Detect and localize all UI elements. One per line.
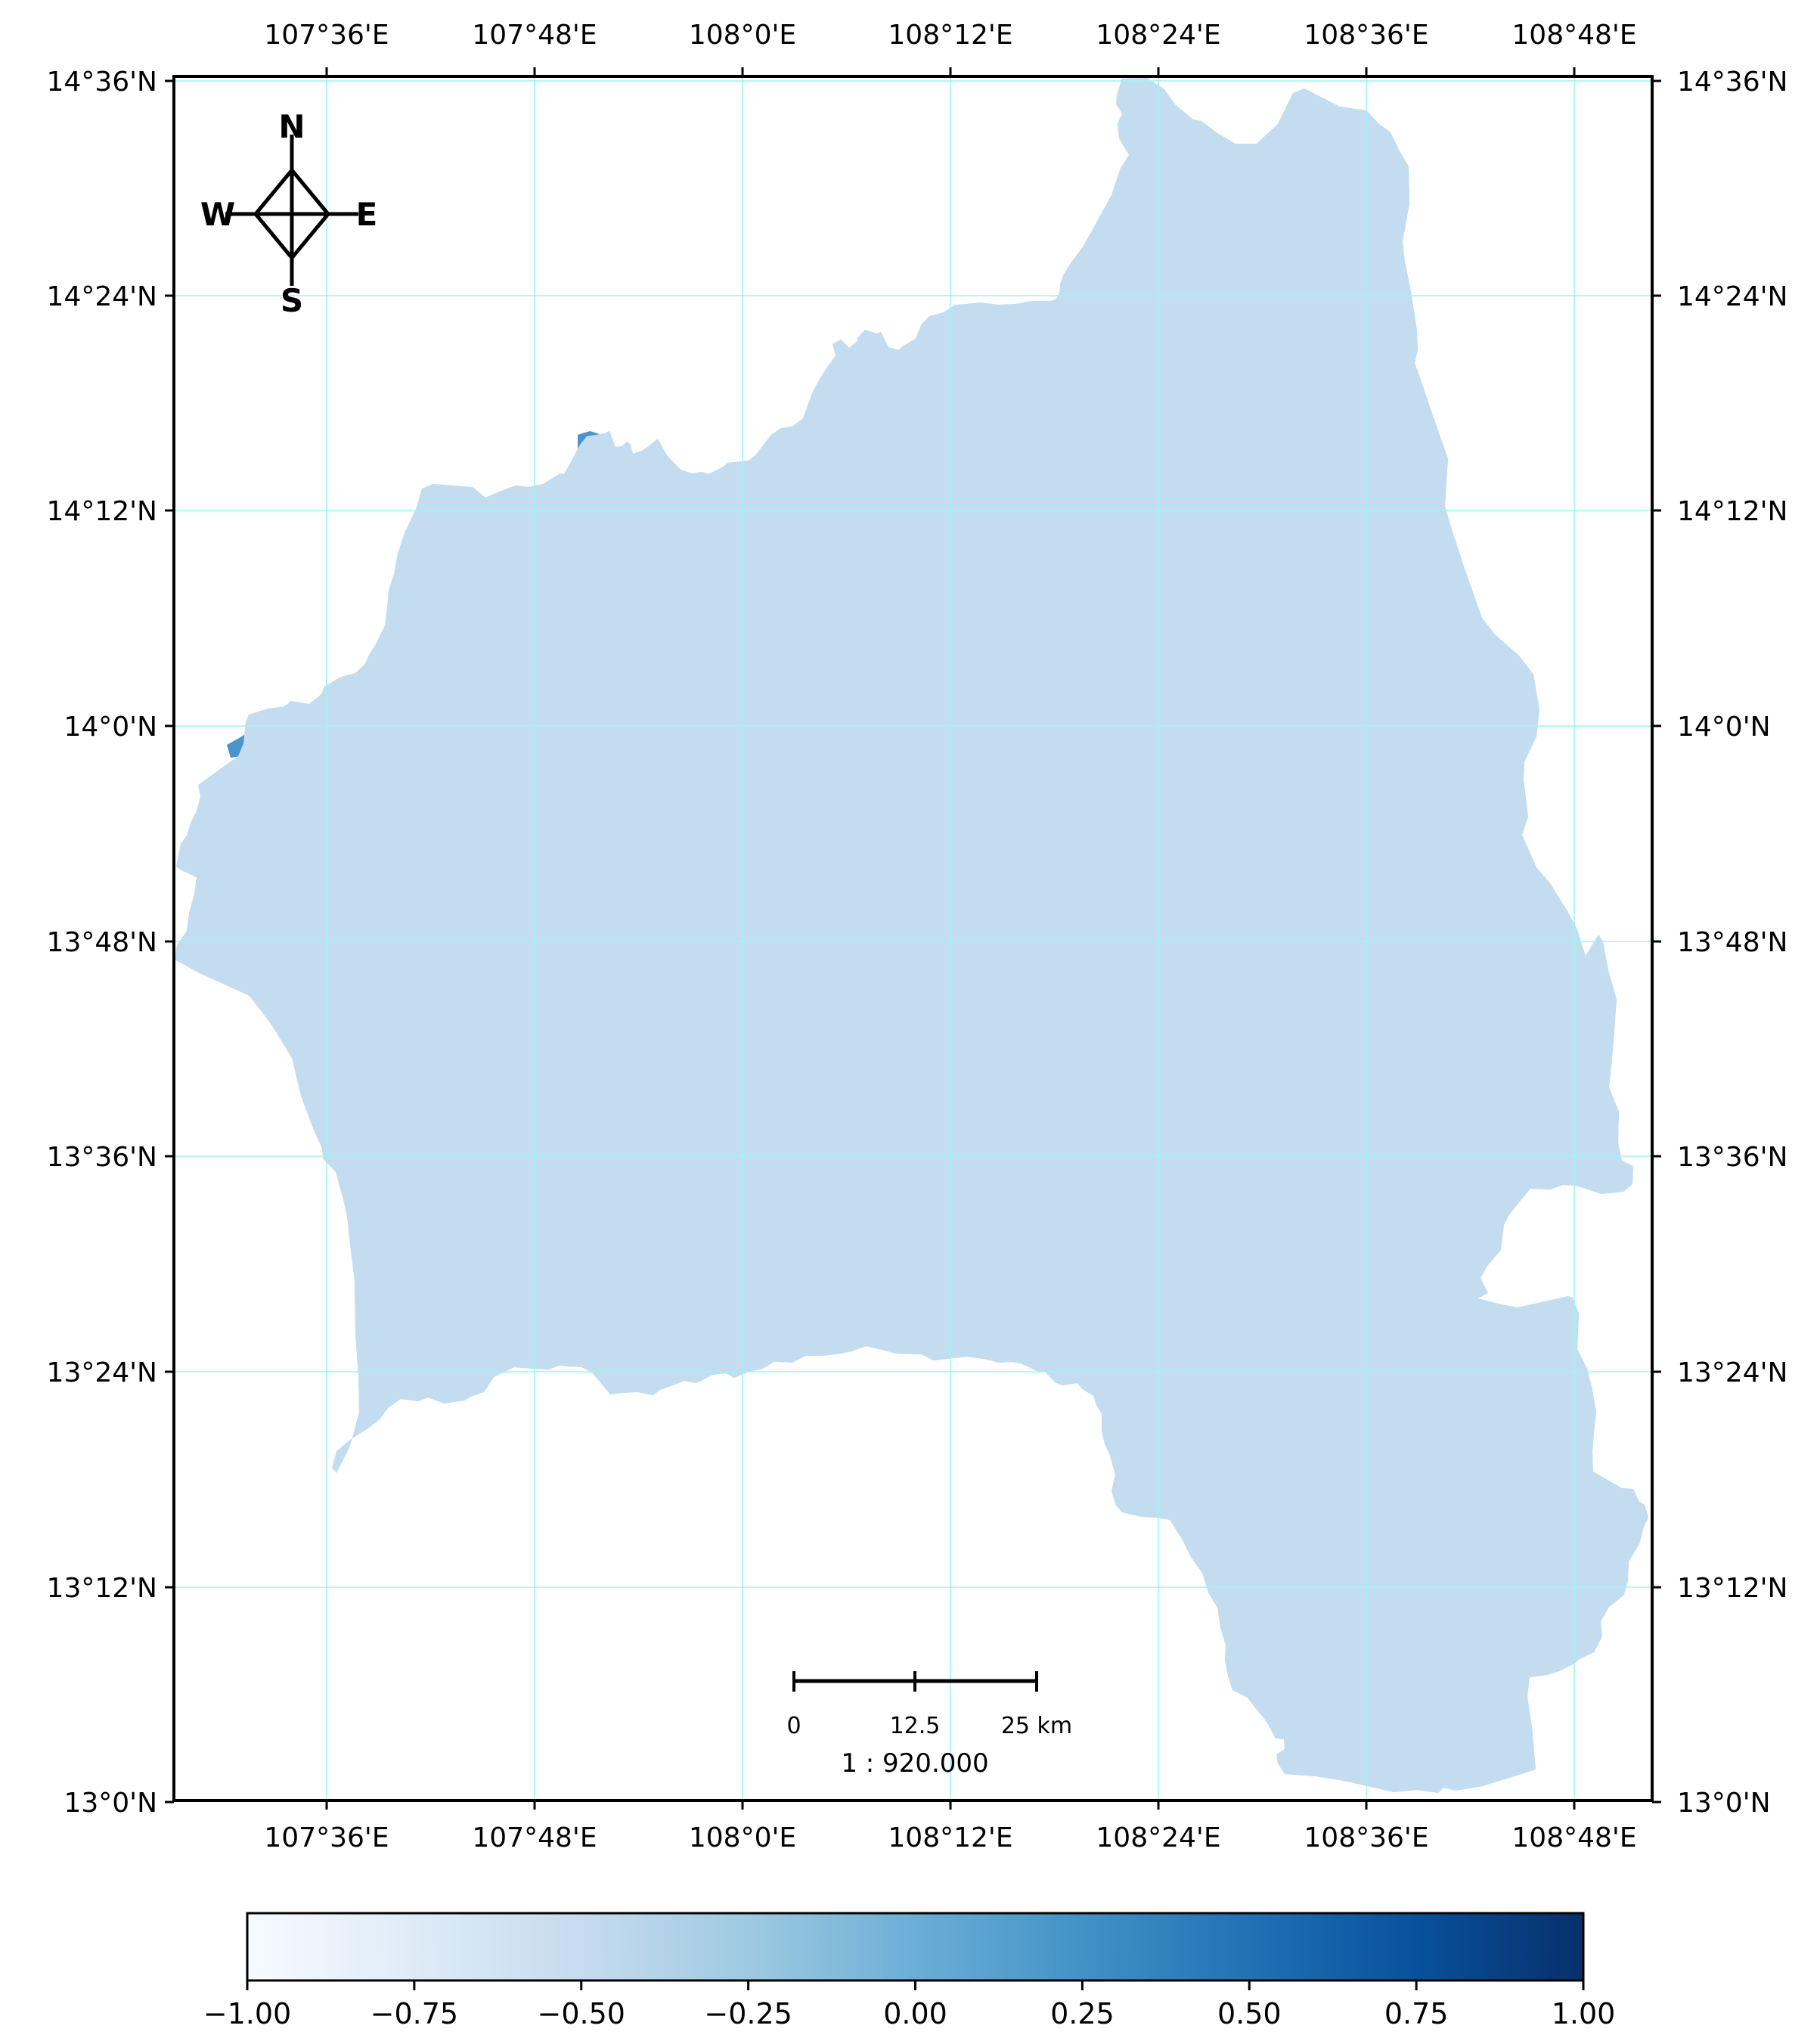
y-tick-label-right: 14°0'N <box>1677 712 1771 743</box>
x-tick-label-bottom: 107°48'E <box>472 1822 597 1853</box>
colorbar-ticks: −1.00 −0.75 −0.50 −0.25 0.00 0.25 0.50 0.75 1.00 <box>203 1980 1616 2030</box>
y-tick-label-left: 13°36'N <box>47 1142 157 1173</box>
x-tick-label-bottom: 108°12'E <box>888 1822 1012 1853</box>
y-tick-label-left: 14°0'N <box>64 712 157 743</box>
y-tick-labels-left: 14°36'N 14°24'N 14°12'N 14°0'N 13°48'N 13°36'… <box>47 67 174 1819</box>
graticule <box>174 76 1652 1801</box>
y-tick-label-left: 13°0'N <box>64 1788 157 1819</box>
y-tick-label-right: 13°0'N <box>1677 1788 1771 1819</box>
x-tick-label-top: 107°48'E <box>472 20 597 51</box>
x-tick-label-bottom: 108°24'E <box>1096 1822 1220 1853</box>
x-tick-label-top: 108°0'E <box>689 20 796 51</box>
y-tick-label-left: 14°36'N <box>47 67 157 98</box>
compass-rose: N S E W <box>200 108 378 319</box>
colorbar-tick-label: 0.75 <box>1384 1997 1449 2030</box>
y-tick-label-right: 14°36'N <box>1677 67 1787 98</box>
x-tick-label-bottom: 108°48'E <box>1511 1822 1636 1853</box>
y-tick-label-left: 14°12'N <box>47 496 157 527</box>
compass-north-label: N <box>278 108 305 145</box>
y-tick-label-right: 13°24'N <box>1677 1357 1787 1388</box>
y-tick-label-right: 13°48'N <box>1677 927 1787 958</box>
colorbar-tick-label: −0.50 <box>538 1997 625 2030</box>
y-tick-label-right: 13°12'N <box>1677 1573 1787 1604</box>
x-tick-label-top: 108°24'E <box>1096 20 1220 51</box>
y-tick-label-right: 14°12'N <box>1677 496 1787 527</box>
scale-ratio: 1 : 920.000 <box>841 1748 988 1779</box>
x-tick-label-bottom: 107°36'E <box>264 1822 389 1853</box>
compass-south-label: S <box>281 282 303 319</box>
colorbar-gradient <box>246 1912 1585 1982</box>
colorbar-tick-label: 0.50 <box>1217 1997 1282 2030</box>
x-tick-labels-bottom: 107°36'E 107°48'E 108°0'E 108°12'E 108°24'E 1… <box>264 1801 1637 1853</box>
colorbar-tick-label: 0.25 <box>1050 1997 1115 2030</box>
y-tick-label-left: 13°24'N <box>47 1357 157 1388</box>
y-tick-label-left: 14°24'N <box>47 281 157 312</box>
colorbar-tick-label: −0.75 <box>371 1997 458 2030</box>
y-tick-label-left: 13°48'N <box>47 927 157 958</box>
x-tick-label-top: 107°36'E <box>264 20 389 51</box>
scale-label-end: 25 km <box>1001 1713 1072 1739</box>
map-border <box>172 75 1654 1802</box>
y-tick-labels-right: 14°36'N 14°24'N 14°12'N 14°0'N 13°48'N 13°36'… <box>1652 67 1787 1819</box>
x-tick-label-top: 108°36'E <box>1304 20 1428 51</box>
x-tick-label-bottom: 108°36'E <box>1304 1822 1428 1853</box>
colorbar-tick-label: −0.25 <box>704 1997 792 2030</box>
scale-label-0: 0 <box>786 1713 801 1739</box>
x-tick-label-top: 108°48'E <box>1511 20 1636 51</box>
y-tick-label-left: 13°12'N <box>47 1573 157 1604</box>
compass-east-label: E <box>356 196 378 233</box>
x-tick-labels-top: 107°36'E 107°48'E 108°0'E 108°12'E 108°24'E 1… <box>264 20 1637 76</box>
x-tick-label-bottom: 108°0'E <box>689 1822 796 1853</box>
colorbar-tick-label: 0.00 <box>883 1997 947 2030</box>
scale-label-mid: 12.5 <box>890 1713 941 1739</box>
y-tick-label-right: 14°24'N <box>1677 281 1787 312</box>
colorbar: −1.00 −0.75 −0.50 −0.25 0.00 0.25 0.50 0.75 1.00 <box>203 1912 1616 2030</box>
scale-bar: 0 12.5 25 km 1 : 920.000 <box>786 1671 1072 1779</box>
compass-west-label: W <box>200 196 235 233</box>
colorbar-tick-label: 1.00 <box>1552 1997 1616 2030</box>
colorbar-tick-label: −1.00 <box>203 1997 291 2030</box>
y-tick-label-right: 13°36'N <box>1677 1142 1787 1173</box>
x-tick-label-top: 108°12'E <box>888 20 1012 51</box>
